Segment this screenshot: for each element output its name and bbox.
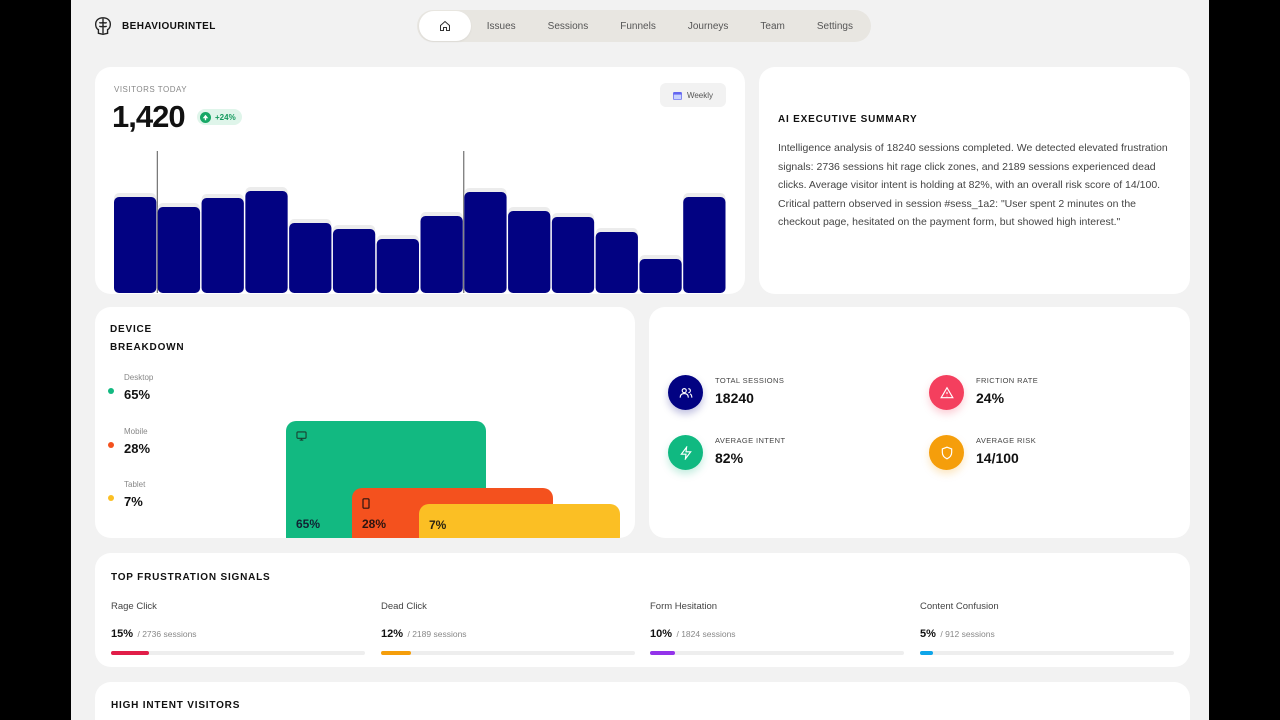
ai-summary-text: Intelligence analysis of 18240 sessions … <box>778 142 1168 229</box>
change-badge: +24% <box>197 109 242 125</box>
legend-dot <box>108 442 114 448</box>
legend-name: Desktop <box>124 373 154 382</box>
chart-bar[interactable] <box>639 259 682 293</box>
signal-name: Dead Click <box>381 601 427 612</box>
legend-name: Tablet <box>124 480 146 489</box>
legend-value: 28% <box>124 441 151 456</box>
lightning-icon <box>668 435 703 470</box>
nav-journeys[interactable]: Journeys <box>687 20 729 32</box>
weekly-label: Weekly <box>686 90 714 100</box>
device-bar-value: 7% <box>429 518 447 532</box>
signal-progress-track <box>920 651 1174 655</box>
signal-rage-click[interactable]: Rage Click 15% / 2736 sessions <box>111 601 365 655</box>
calendar-icon <box>673 91 682 100</box>
shield-icon <box>929 435 964 470</box>
phone-icon <box>362 498 370 509</box>
chart-bar[interactable] <box>201 198 244 293</box>
brand-name: BEHAVIOURINTEL <box>122 20 216 32</box>
chart-bar[interactable] <box>683 197 726 293</box>
signal-count: / 912 sessions <box>940 629 995 639</box>
visitors-bar-chart <box>114 151 726 293</box>
stat-value: 82% <box>715 450 744 466</box>
chart-bar[interactable] <box>332 229 376 293</box>
chart-bar[interactable] <box>376 239 419 293</box>
device-bar-value: 65% <box>296 517 321 531</box>
desktop-icon <box>296 431 307 441</box>
stat-label: TOTAL SESSIONS <box>715 376 785 385</box>
signal-progress-fill <box>381 651 412 655</box>
nav-settings[interactable]: Settings <box>816 20 853 32</box>
stat-value: 18240 <box>715 390 754 406</box>
device-breakdown-card: DEVICE BREAKDOWN Desktop 65% Mobile 28% … <box>95 307 635 538</box>
chart-bar[interactable] <box>551 217 595 293</box>
chart-bar[interactable] <box>245 191 288 293</box>
brain-icon <box>94 17 112 35</box>
legend-dot <box>108 495 114 501</box>
stat-label: FRICTION RATE <box>976 376 1039 385</box>
signal-count: / 2736 sessions <box>137 629 197 639</box>
signal-name: Rage Click <box>111 601 157 612</box>
signal-form-hesitation[interactable]: Form Hesitation 10% / 1824 sessions <box>650 601 904 655</box>
warning-icon <box>929 375 964 410</box>
signal-count: / 1824 sessions <box>676 629 736 639</box>
signal-progress-track <box>111 651 365 655</box>
nav-issues[interactable]: Issues <box>486 20 516 32</box>
change-value: +24% <box>215 112 236 122</box>
signal-progress-fill <box>920 651 933 655</box>
chart-bar[interactable] <box>464 192 507 293</box>
stat-value: 14/100 <box>976 450 1019 466</box>
chart-bar[interactable] <box>508 211 551 293</box>
frustration-card: TOP FRUSTRATION SIGNALS Rage Click 15% /… <box>95 553 1190 667</box>
device-bar-value: 28% <box>362 517 387 531</box>
signal-pct: 15% <box>111 628 134 640</box>
signal-name: Form Hesitation <box>650 601 718 612</box>
home-icon <box>439 20 450 31</box>
high-intent-title: HIGH INTENT VISITORS <box>111 700 241 711</box>
signal-dead-click[interactable]: Dead Click 12% / 2189 sessions <box>381 601 635 655</box>
signal-pct: 10% <box>650 628 673 640</box>
users-icon <box>668 375 703 410</box>
trend-up-icon <box>200 111 211 123</box>
nav-team[interactable]: Team <box>760 20 785 32</box>
stat-label: AVERAGE INTENT <box>715 436 786 445</box>
signal-progress-track <box>650 651 904 655</box>
signal-progress-fill <box>650 651 676 655</box>
signal-count: / 2189 sessions <box>407 629 467 639</box>
app-window: BEHAVIOURINTEL Issues Sessions Funnels J… <box>71 0 1209 720</box>
chart-bar[interactable] <box>595 232 638 293</box>
chart-bar[interactable] <box>289 223 332 293</box>
stat-value: 24% <box>976 390 1005 406</box>
legend-value: 65% <box>124 387 151 402</box>
main-nav: Issues Sessions Funnels Journeys Team Se… <box>417 10 871 42</box>
device-breakdown-title: DEVICE BREAKDOWN <box>110 324 185 353</box>
stats-card: TOTAL SESSIONS 18240 FRICTION RATE 24% A… <box>649 307 1190 538</box>
legend-dot <box>108 388 114 394</box>
ai-summary-title: AI EXECUTIVE SUMMARY <box>778 114 918 125</box>
signal-name: Content Confusion <box>920 601 999 612</box>
brand[interactable]: BEHAVIOURINTEL <box>92 15 216 37</box>
visitors-label: VISITORS TODAY <box>114 85 188 94</box>
visitors-card: VISITORS TODAY 1,420 +24% Weekly <box>95 67 745 294</box>
chart-bar[interactable] <box>420 216 463 293</box>
chart-bar[interactable] <box>114 197 157 293</box>
frustration-title: TOP FRUSTRATION SIGNALS <box>111 572 271 583</box>
nav-sessions[interactable]: Sessions <box>547 20 589 32</box>
device-bar-tablet[interactable]: 7% <box>419 504 620 538</box>
ai-summary-card: AI EXECUTIVE SUMMARY Intelligence analys… <box>759 67 1190 294</box>
signal-content-confusion[interactable]: Content Confusion 5% / 912 sessions <box>920 601 1174 655</box>
high-intent-card: HIGH INTENT VISITORS <box>95 682 1190 720</box>
chart-bar[interactable] <box>157 207 201 293</box>
signal-progress-fill <box>111 651 150 655</box>
weekly-button[interactable]: Weekly <box>660 83 726 107</box>
visitors-value: 1,420 <box>112 99 186 134</box>
stat-label: AVERAGE RISK <box>976 436 1037 445</box>
signal-pct: 5% <box>920 628 936 640</box>
nav-funnels[interactable]: Funnels <box>620 20 656 32</box>
signal-pct: 12% <box>381 628 404 640</box>
signal-progress-track <box>381 651 635 655</box>
legend-name: Mobile <box>124 427 148 436</box>
nav-home[interactable] <box>419 11 471 41</box>
legend-value: 7% <box>124 494 143 509</box>
